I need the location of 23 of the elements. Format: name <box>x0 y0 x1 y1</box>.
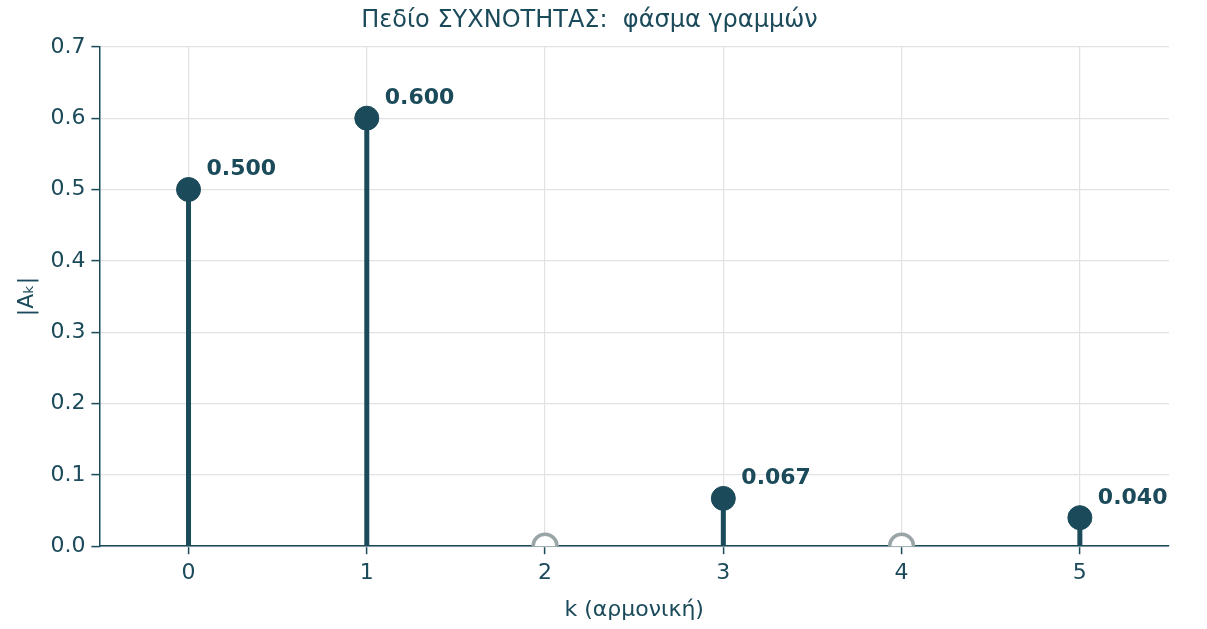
x-axis-title: k (αρμονική) <box>564 595 704 621</box>
y-tick-label: 0.3 <box>50 317 86 343</box>
y-tick-label: 0.0 <box>50 531 86 557</box>
y-axis-title: |Aₖ| <box>12 276 39 317</box>
data-label: 0.040 <box>1097 483 1168 509</box>
data-label: 0.500 <box>206 155 277 181</box>
point <box>176 176 202 202</box>
y-tick-label: 0.7 <box>50 32 86 58</box>
x-tick-label: 2 <box>538 559 553 585</box>
y-tick-label: 0.4 <box>50 246 86 272</box>
x-tick-label: 1 <box>359 559 374 585</box>
chart-title: Πεδίο ΣΥΧΝΟΤΗΤΑΣ: φάσμα γραμμών <box>361 4 818 33</box>
y-tick-label: 0.1 <box>50 460 86 486</box>
data-label: 0.067 <box>741 464 811 490</box>
point <box>354 105 380 131</box>
y-tick-label: 0.2 <box>50 389 86 415</box>
x-tick-label: 5 <box>1072 559 1087 585</box>
x-tick-label: 0 <box>181 559 196 585</box>
x-tick-label: 4 <box>894 559 909 585</box>
data-label: 0.600 <box>384 84 455 110</box>
y-tick-label: 0.5 <box>50 175 86 201</box>
x-tick-label: 3 <box>716 559 731 585</box>
y-tick-label: 0.6 <box>50 103 86 129</box>
